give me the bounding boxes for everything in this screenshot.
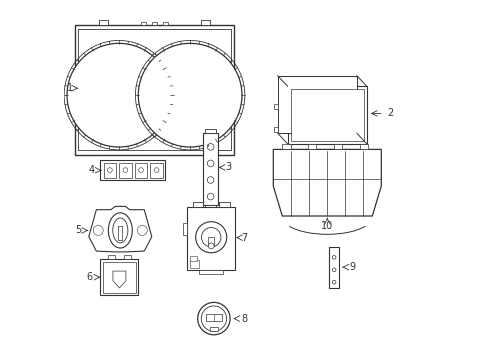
Bar — [277, 76, 356, 133]
Circle shape — [197, 302, 230, 335]
Bar — [307, 144, 316, 149]
Bar — [208, 237, 214, 246]
Bar — [201, 20, 209, 25]
Bar — [75, 25, 233, 155]
Bar — [290, 89, 363, 141]
Bar — [219, 202, 229, 207]
Bar — [189, 256, 197, 261]
Circle shape — [93, 225, 103, 235]
Text: 2: 2 — [386, 108, 393, 118]
Polygon shape — [273, 149, 381, 216]
Bar — [328, 247, 339, 288]
Bar — [189, 260, 199, 268]
Text: 4: 4 — [88, 165, 94, 175]
Circle shape — [207, 160, 214, 167]
Bar — [287, 86, 366, 144]
Bar — [101, 160, 165, 180]
Text: 8: 8 — [241, 314, 247, 324]
Text: 5: 5 — [75, 225, 81, 235]
Bar — [333, 144, 342, 149]
Circle shape — [154, 168, 159, 172]
Bar — [186, 207, 235, 270]
Bar — [108, 255, 115, 259]
Text: 3: 3 — [225, 162, 231, 172]
Bar — [78, 29, 230, 150]
Circle shape — [195, 222, 226, 253]
Bar — [203, 133, 218, 205]
Circle shape — [138, 43, 242, 147]
Bar — [209, 327, 218, 331]
Bar — [205, 314, 222, 321]
Bar — [103, 163, 116, 177]
Text: 1: 1 — [67, 83, 73, 93]
Bar — [123, 255, 130, 259]
Circle shape — [138, 168, 143, 172]
Circle shape — [332, 280, 335, 284]
Circle shape — [137, 225, 147, 235]
Bar — [205, 129, 216, 133]
Bar — [99, 20, 108, 25]
Bar — [135, 163, 147, 177]
Ellipse shape — [113, 218, 127, 243]
Circle shape — [332, 256, 335, 259]
Circle shape — [207, 177, 214, 183]
Bar — [199, 270, 223, 274]
Text: 9: 9 — [349, 262, 355, 272]
Circle shape — [67, 43, 170, 147]
Circle shape — [207, 144, 214, 150]
Circle shape — [201, 228, 221, 247]
Circle shape — [107, 168, 112, 172]
Polygon shape — [89, 206, 151, 252]
Bar — [359, 144, 367, 149]
Bar — [273, 104, 278, 109]
Circle shape — [208, 243, 214, 249]
Text: 6: 6 — [86, 272, 92, 282]
Ellipse shape — [108, 213, 132, 248]
Bar — [152, 22, 157, 25]
Text: 10: 10 — [321, 221, 333, 231]
Bar — [192, 202, 203, 207]
Bar — [141, 22, 145, 25]
Bar — [103, 262, 136, 293]
Bar — [282, 144, 290, 149]
Bar — [183, 223, 186, 235]
Circle shape — [207, 193, 214, 200]
Bar — [163, 22, 168, 25]
Bar — [205, 205, 216, 210]
Circle shape — [123, 168, 127, 172]
Circle shape — [201, 306, 226, 331]
Bar — [273, 127, 278, 132]
Bar — [150, 163, 163, 177]
Bar — [101, 259, 138, 295]
Polygon shape — [113, 271, 125, 288]
Bar — [119, 163, 131, 177]
Text: 7: 7 — [241, 233, 247, 243]
Circle shape — [332, 268, 335, 271]
